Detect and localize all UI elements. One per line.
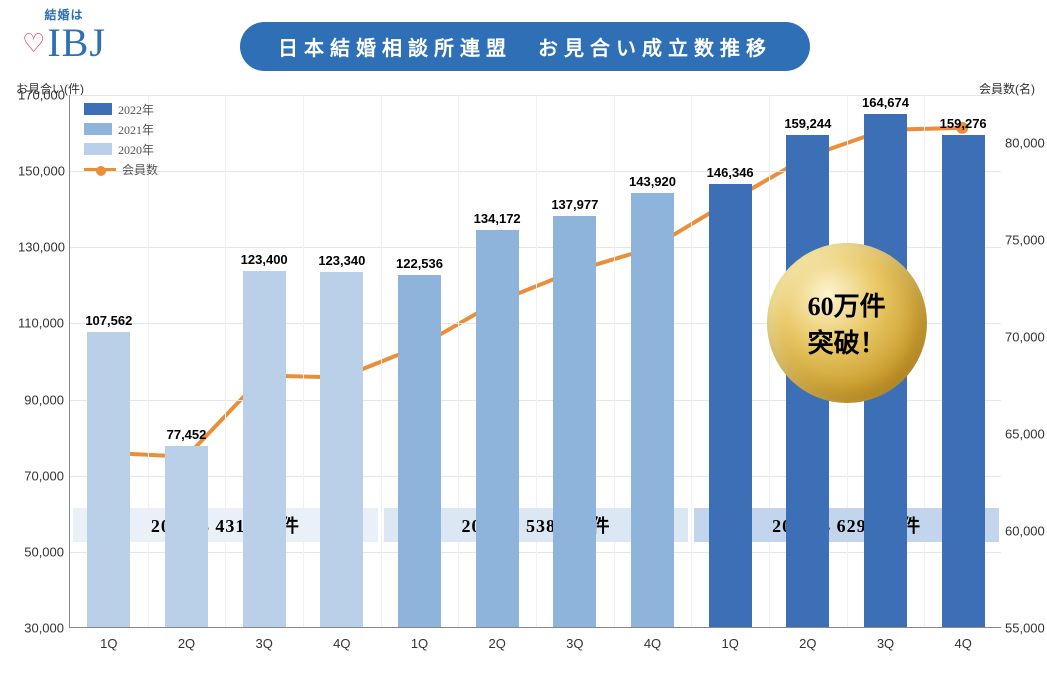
x-tick: 1Q <box>721 636 738 651</box>
heart-icon: ♡ <box>22 30 45 56</box>
legend-label: 2022年 <box>118 101 154 118</box>
y-tick-left: 50,000 <box>18 544 64 559</box>
x-tick: 4Q <box>954 636 971 651</box>
x-tick: 3Q <box>255 636 272 651</box>
y-tick-left: 90,000 <box>18 392 64 407</box>
bar <box>709 184 752 627</box>
badge-line1: 60万件 <box>808 286 886 323</box>
legend-swatch <box>84 103 112 115</box>
bar-value-label: 159,276 <box>923 116 1003 131</box>
legend-swatch <box>84 143 112 155</box>
y-tick-right: 75,000 <box>1005 233 1045 248</box>
y-tick-left: 150,000 <box>18 164 64 179</box>
logo: 結婚は ♡ IBJ <box>22 6 106 63</box>
gridline-v <box>536 95 537 627</box>
y-tick-left: 110,000 <box>18 316 64 331</box>
chart-area: 2022年2021年2020年会員数 30,00050,00070,00090,… <box>69 95 1001 658</box>
legend-item: 会員数 <box>84 159 158 179</box>
x-tick: 3Q <box>566 636 583 651</box>
gridline-v <box>381 95 382 627</box>
bar-value-label: 107,562 <box>69 313 149 328</box>
bar <box>553 216 596 627</box>
chart-title: 日本結婚相談所連盟 お見合い成立数推移 <box>240 22 810 71</box>
legend-line-swatch <box>84 168 116 171</box>
x-tick: 1Q <box>100 636 117 651</box>
gridline-v <box>458 95 459 627</box>
legend-label: 2021年 <box>118 121 154 138</box>
y-tick-right: 55,000 <box>1005 621 1045 636</box>
y-tick-left: 70,000 <box>18 468 64 483</box>
bar-value-label: 123,340 <box>302 253 382 268</box>
y-tick-left: 170,000 <box>18 88 64 103</box>
bar-value-label: 159,244 <box>768 116 848 131</box>
legend-item: 2021年 <box>84 119 158 139</box>
bar-value-label: 122,536 <box>380 256 460 271</box>
bar <box>942 135 985 627</box>
y-tick-left: 130,000 <box>18 240 64 255</box>
bar-value-label: 134,172 <box>457 211 537 226</box>
bar-value-label: 164,674 <box>846 95 926 110</box>
legend-swatch <box>84 123 112 135</box>
x-tick: 4Q <box>644 636 661 651</box>
y-tick-right: 70,000 <box>1005 330 1045 345</box>
plot-area: 2022年2021年2020年会員数 30,00050,00070,00090,… <box>69 95 1001 628</box>
legend-item: 2022年 <box>84 99 158 119</box>
x-tick: 2Q <box>488 636 505 651</box>
bar <box>320 272 363 627</box>
badge-line2: 突破！ <box>808 323 886 360</box>
bar-value-label: 137,977 <box>535 197 615 212</box>
bar <box>631 193 674 627</box>
gridline-v <box>225 95 226 627</box>
logo-text: IBJ <box>47 23 106 63</box>
legend-label: 2020年 <box>118 141 154 158</box>
bar <box>398 275 441 627</box>
milestone-badge: 60万件突破！ <box>767 243 927 403</box>
x-tick: 2Q <box>178 636 195 651</box>
x-tick: 4Q <box>333 636 350 651</box>
legend: 2022年 2021年 2020年会員数 <box>80 95 162 183</box>
x-tick: 1Q <box>411 636 428 651</box>
bar-value-label: 77,452 <box>147 427 227 442</box>
gridline-v <box>303 95 304 627</box>
legend-label: 会員数 <box>122 161 158 178</box>
y-tick-right: 60,000 <box>1005 524 1045 539</box>
y-tick-right: 80,000 <box>1005 136 1045 151</box>
x-tick: 2Q <box>799 636 816 651</box>
bar-value-label: 146,346 <box>690 165 770 180</box>
bar-value-label: 143,920 <box>613 174 693 189</box>
bar-value-label: 123,400 <box>224 252 304 267</box>
y-tick-right: 65,000 <box>1005 427 1045 442</box>
bar <box>476 230 519 627</box>
bar <box>165 446 208 627</box>
y-tick-left: 30,000 <box>18 621 64 636</box>
x-tick: 3Q <box>877 636 894 651</box>
gridline-v <box>924 95 925 627</box>
bar <box>243 271 286 627</box>
legend-item: 2020年 <box>84 139 158 159</box>
bar <box>87 332 130 627</box>
